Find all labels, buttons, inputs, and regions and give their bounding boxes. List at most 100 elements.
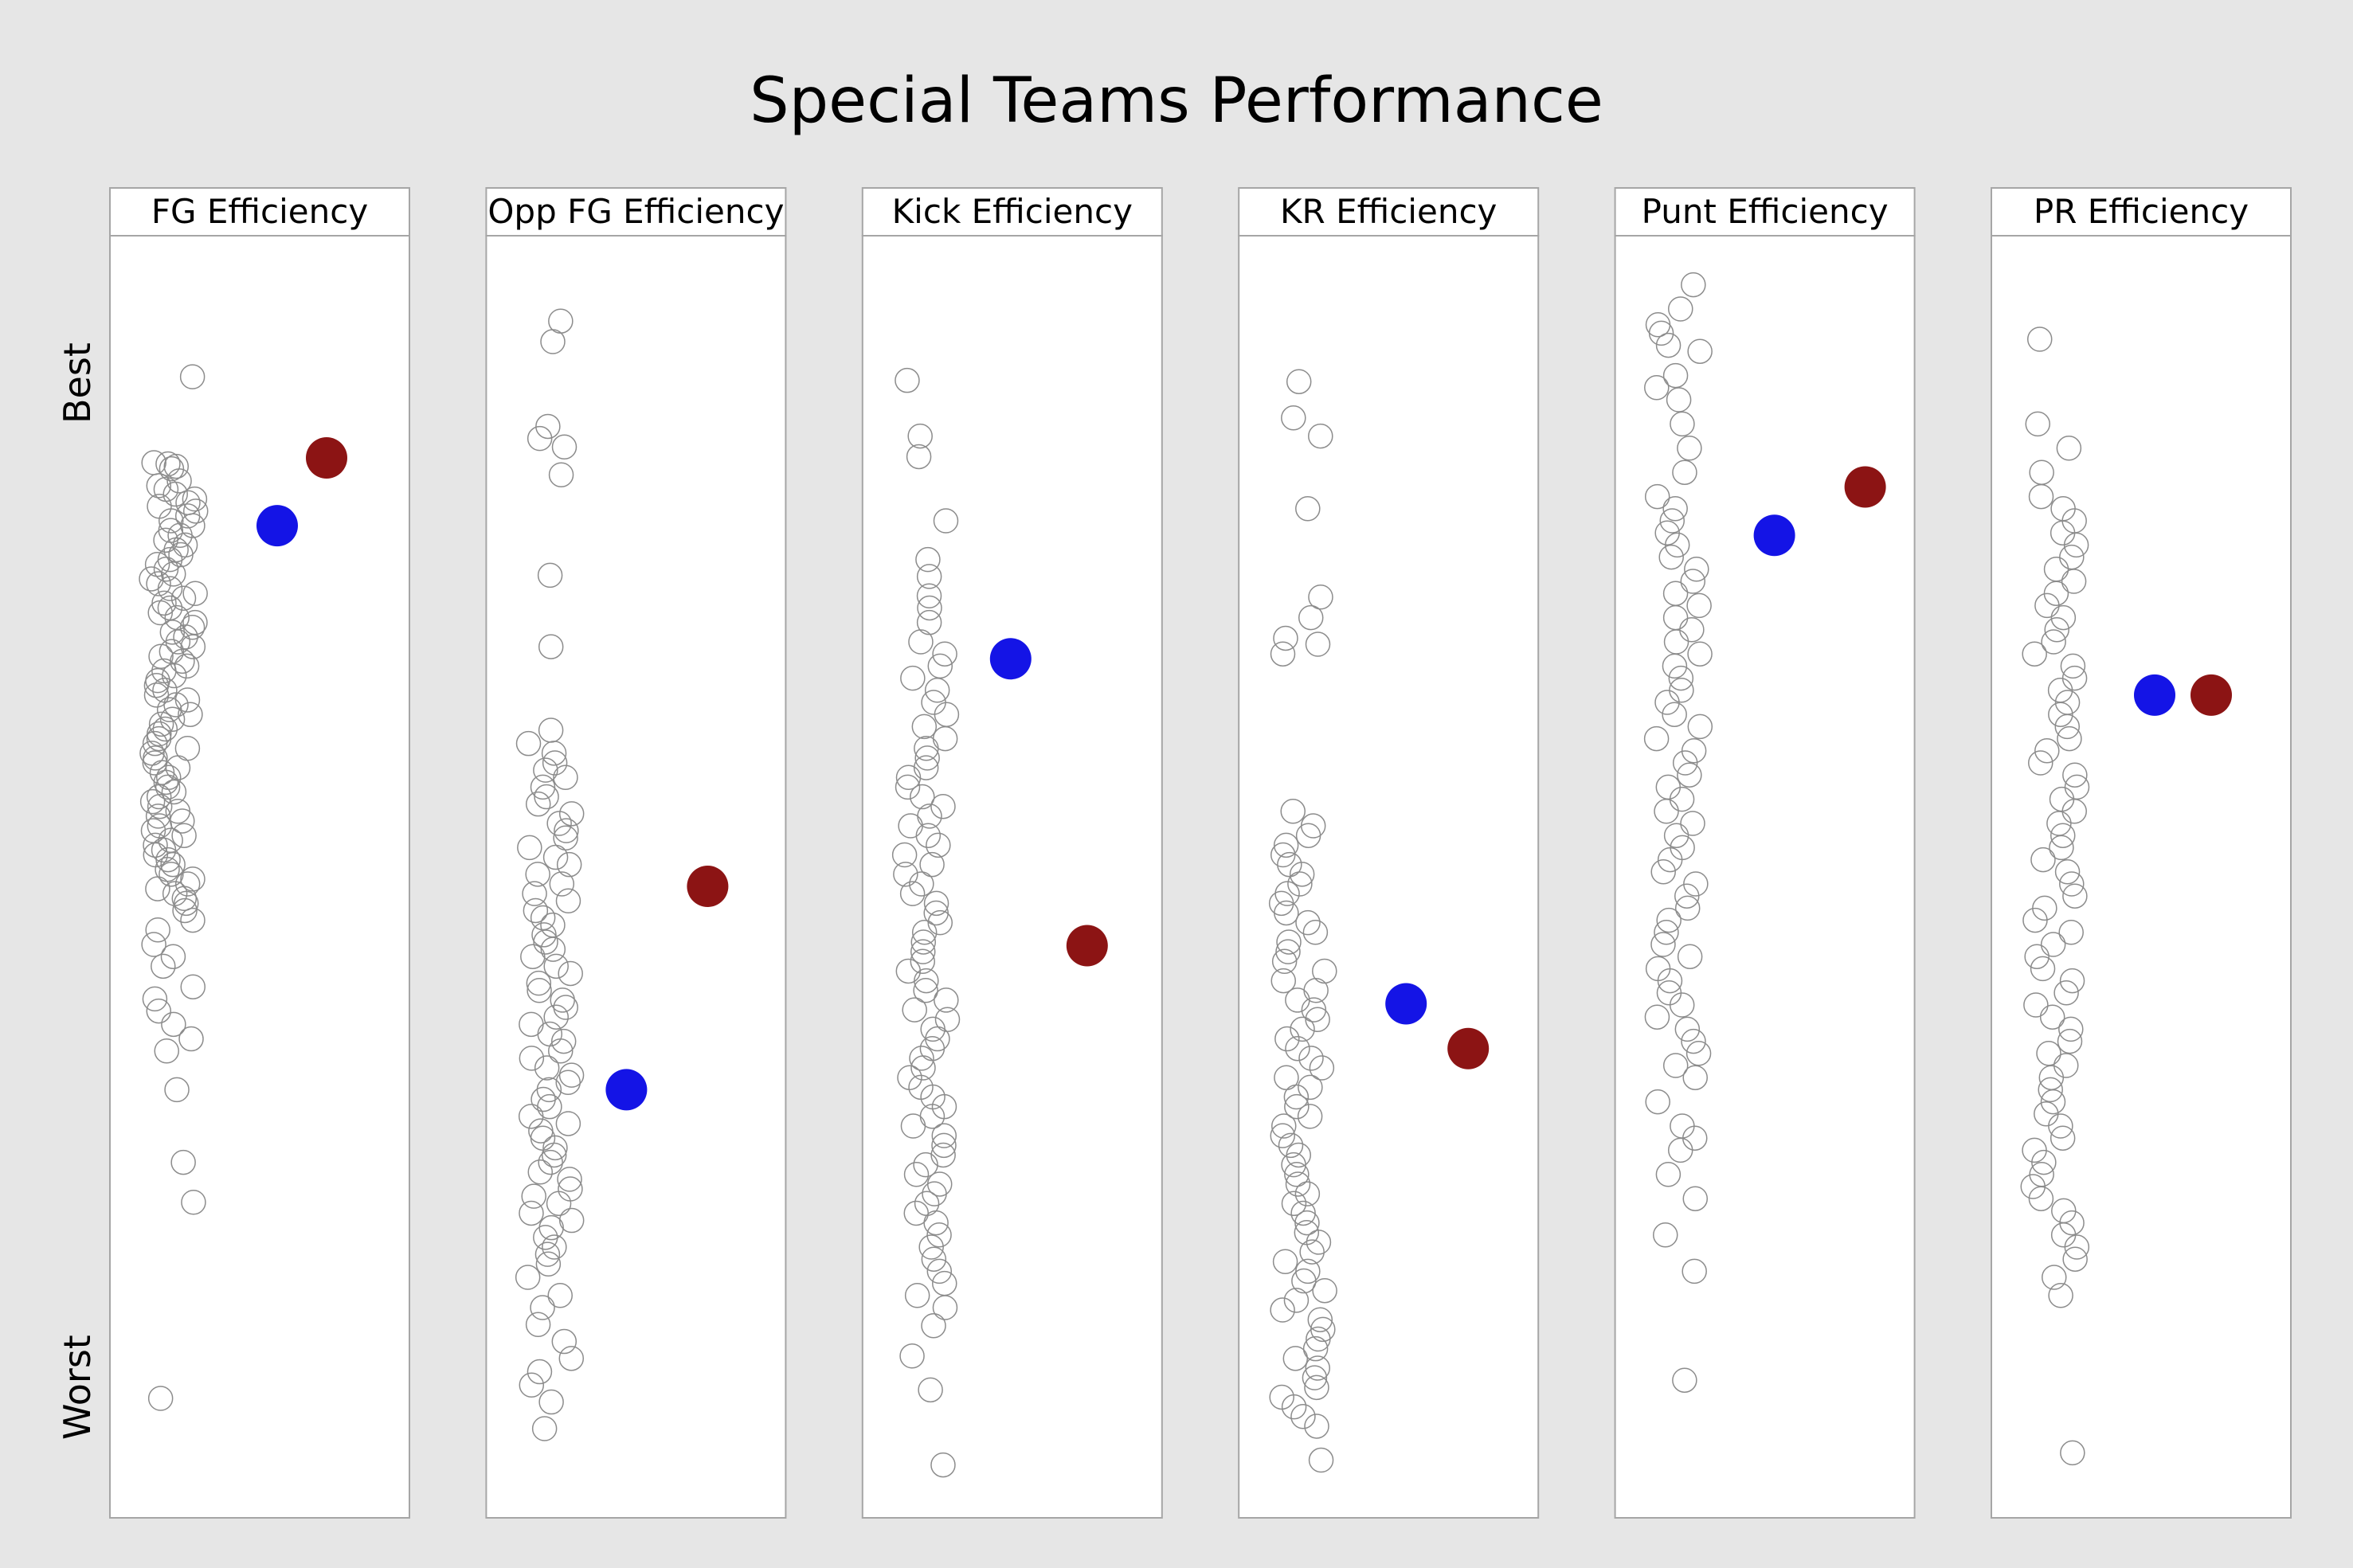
blue-team-point <box>989 638 1032 680</box>
league-point <box>918 1234 944 1260</box>
league-point <box>546 1191 572 1217</box>
league-point <box>2039 1004 2065 1030</box>
red-team-point <box>2191 674 2232 716</box>
league-point <box>2034 592 2060 619</box>
league-point <box>519 1372 545 1398</box>
league-point <box>2023 992 2049 1018</box>
league-point <box>1662 1053 1689 1078</box>
league-point <box>900 665 926 691</box>
panel-plot-area <box>1614 235 1916 1519</box>
league-point <box>1272 1249 1298 1274</box>
league-point <box>1273 625 1298 651</box>
league-point <box>1308 1447 1334 1473</box>
red-team-point <box>1447 1027 1490 1069</box>
league-point <box>1308 423 1333 449</box>
league-point <box>146 473 172 499</box>
league-point <box>153 557 179 582</box>
league-point <box>1306 1326 1331 1352</box>
league-point <box>1281 1191 1307 1217</box>
league-point <box>931 1123 957 1148</box>
panel-header <box>1238 187 1540 237</box>
league-point <box>522 881 547 906</box>
league-point <box>180 866 206 892</box>
league-point <box>558 1207 585 1234</box>
league-point <box>1302 920 1329 945</box>
league-point <box>171 823 197 848</box>
league-point <box>555 888 581 914</box>
league-point <box>910 948 936 975</box>
league-point <box>180 634 206 659</box>
league-point <box>530 905 556 931</box>
panel-header <box>485 187 787 237</box>
league-point <box>2053 980 2079 1006</box>
league-point <box>1312 958 1337 984</box>
league-point <box>926 1258 953 1285</box>
league-point <box>555 1111 581 1136</box>
league-point <box>139 788 166 815</box>
league-point <box>1285 1035 1310 1062</box>
league-point <box>534 1241 561 1267</box>
league-point <box>534 1055 560 1081</box>
league-point <box>148 643 174 669</box>
league-point <box>1295 823 1321 848</box>
league-point <box>907 423 933 449</box>
league-point <box>921 1313 946 1339</box>
league-point <box>2059 871 2085 897</box>
league-point <box>921 1246 947 1272</box>
league-point <box>1270 842 1296 868</box>
league-point <box>145 917 170 943</box>
league-point <box>1687 338 1713 364</box>
league-point <box>161 1011 186 1038</box>
league-point <box>2062 762 2088 788</box>
league-point <box>1273 832 1299 858</box>
blue-team-point <box>605 1069 648 1111</box>
league-point <box>924 678 950 703</box>
league-point <box>2048 1113 2073 1139</box>
league-point <box>540 329 566 354</box>
league-point <box>523 897 549 924</box>
league-point <box>1682 1258 1707 1285</box>
league-point <box>542 1234 567 1260</box>
league-point <box>1681 1028 1706 1054</box>
league-point <box>1672 1367 1697 1393</box>
league-point <box>142 730 168 757</box>
league-point <box>2050 604 2077 631</box>
league-point <box>1284 1162 1310 1187</box>
league-point <box>923 890 949 917</box>
league-point <box>933 508 959 534</box>
league-point <box>179 615 206 640</box>
league-point <box>151 590 177 616</box>
league-point <box>1644 1004 1670 1030</box>
league-point <box>178 702 203 727</box>
blue-team-point <box>1385 983 1427 1025</box>
league-point <box>934 987 959 1013</box>
league-point <box>930 1142 956 1168</box>
league-point <box>1283 1288 1310 1313</box>
league-point <box>148 711 174 737</box>
league-point <box>158 508 184 534</box>
league-point <box>1656 907 1682 933</box>
league-point <box>910 784 935 810</box>
league-point <box>182 499 209 524</box>
league-point <box>174 871 201 897</box>
league-point <box>1645 1089 1670 1115</box>
panel-title: FG Efficiency <box>151 192 368 231</box>
red-team-point <box>687 866 729 908</box>
league-point <box>1664 532 1690 558</box>
league-point <box>141 932 166 957</box>
league-point <box>161 779 187 805</box>
league-point <box>1666 387 1692 413</box>
league-point <box>1672 459 1697 485</box>
panel-punt-efficiency: Punt Efficiency <box>1614 187 1916 1519</box>
league-point <box>153 769 179 796</box>
league-point <box>893 862 918 887</box>
chart-title: Special Teams Performance <box>750 65 1603 137</box>
league-point <box>1308 585 1333 610</box>
league-point <box>171 886 198 911</box>
league-point <box>1295 909 1321 936</box>
league-point <box>533 757 558 783</box>
league-point <box>1669 786 1695 812</box>
league-point <box>1677 436 1702 461</box>
league-point <box>162 481 188 507</box>
panel-header <box>109 187 410 237</box>
